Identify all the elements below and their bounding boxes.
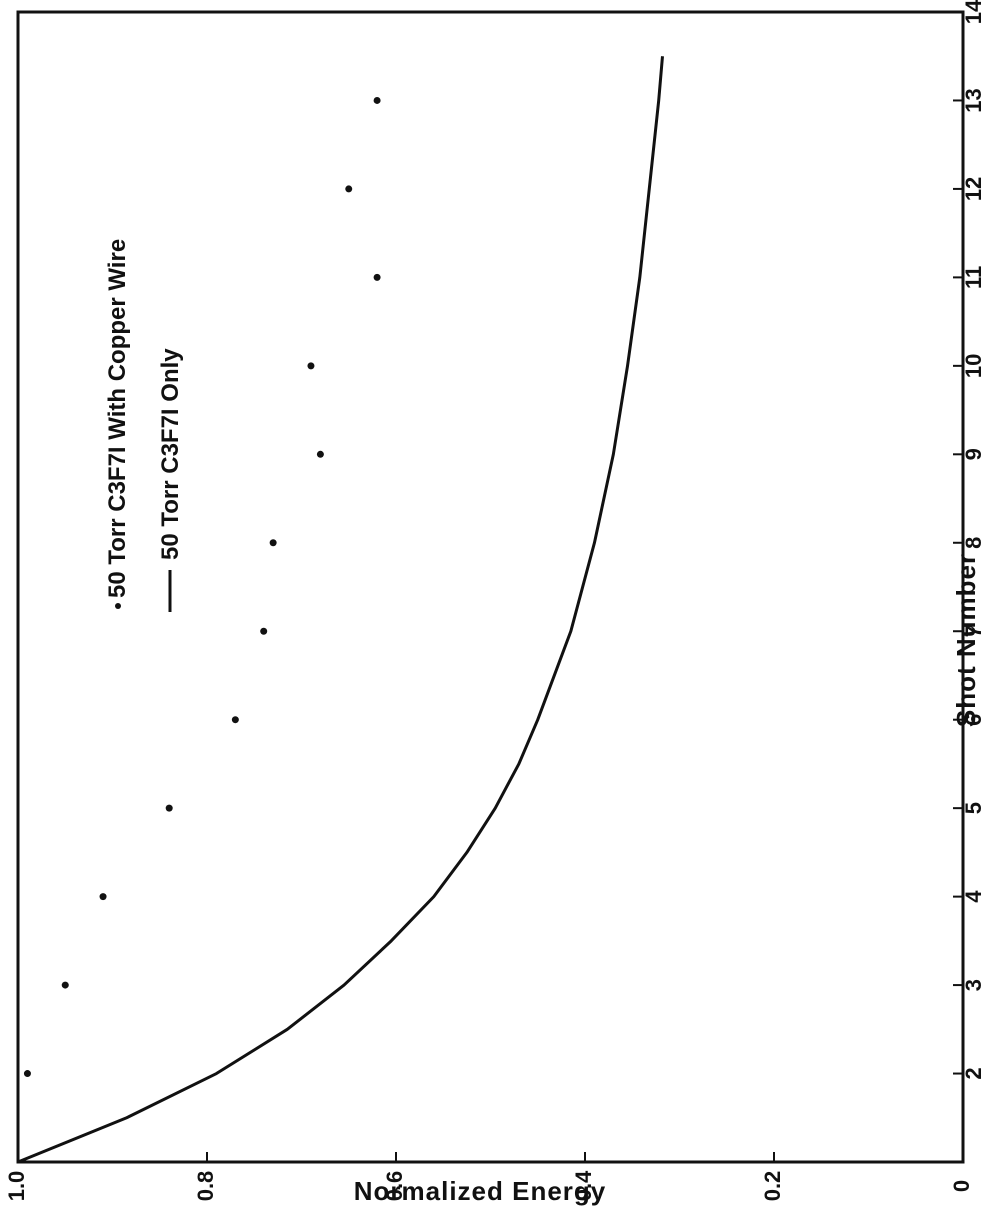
y-tick-label: 0.8 xyxy=(193,1171,218,1202)
y-tick-label: 0.2 xyxy=(760,1171,785,1202)
data-point-copper-wire xyxy=(373,273,381,281)
series-line-c3f7i-only xyxy=(17,56,664,1164)
data-point-copper-wire xyxy=(307,362,315,370)
x-tick-label: 10 xyxy=(961,354,985,378)
x-tick-label: 4 xyxy=(961,890,985,903)
data-point-copper-wire xyxy=(165,804,173,812)
data-point-copper-wire xyxy=(345,185,353,193)
x-tick-label: 12 xyxy=(961,177,985,201)
legend-entry-points-label: 50 Torr C3F7I With Copper Wire xyxy=(104,239,131,598)
y-tick-label: 0.4 xyxy=(571,1170,596,1201)
data-point-copper-wire xyxy=(231,716,239,724)
x-tick-label: 2 xyxy=(961,1067,985,1079)
legend-entry-line-label: 50 Torr C3F7I Only xyxy=(157,348,184,560)
x-tick-label: 11 xyxy=(961,266,985,289)
x-axis-ticks: 2 3 4 5 6 7 8 9 10 11 12 13 14 xyxy=(953,0,985,1080)
data-point-copper-wire xyxy=(99,893,107,901)
x-tick-label: 3 xyxy=(961,979,985,991)
y-axis-title: Normalized Energy xyxy=(354,1176,607,1206)
x-tick-label: 8 xyxy=(961,537,985,549)
data-point-copper-wire xyxy=(269,539,277,547)
data-point-copper-wire xyxy=(316,450,324,458)
series-points xyxy=(23,96,381,1078)
series-line xyxy=(17,56,664,1164)
plot-frame xyxy=(16,10,965,1164)
y-tick-label: 0 xyxy=(949,1180,974,1192)
data-point-copper-wire xyxy=(373,96,381,104)
data-point-copper-wire xyxy=(61,981,69,989)
x-tick-label: 7 xyxy=(961,625,985,637)
x-tick-label: 13 xyxy=(961,88,985,112)
x-axis-title: Shot Number xyxy=(951,553,981,727)
y-tick-label: 1.0 xyxy=(4,1171,29,1202)
x-tick-label: 9 xyxy=(961,448,985,460)
x-tick-label: 6 xyxy=(961,714,985,726)
y-axis-ticks: 0 0.2 0.4 0.6 0.8 1.0 xyxy=(4,1152,974,1201)
data-point-copper-wire xyxy=(260,627,268,635)
x-tick-label: 14 xyxy=(961,0,985,24)
legend-entry-points-marker xyxy=(115,603,121,609)
x-tick-label: 5 xyxy=(961,802,985,814)
y-tick-label: 0.6 xyxy=(382,1171,407,1202)
legend: 50 Torr C3F7I With Copper Wire 50 Torr C… xyxy=(104,239,184,612)
data-point-copper-wire xyxy=(23,1070,31,1078)
